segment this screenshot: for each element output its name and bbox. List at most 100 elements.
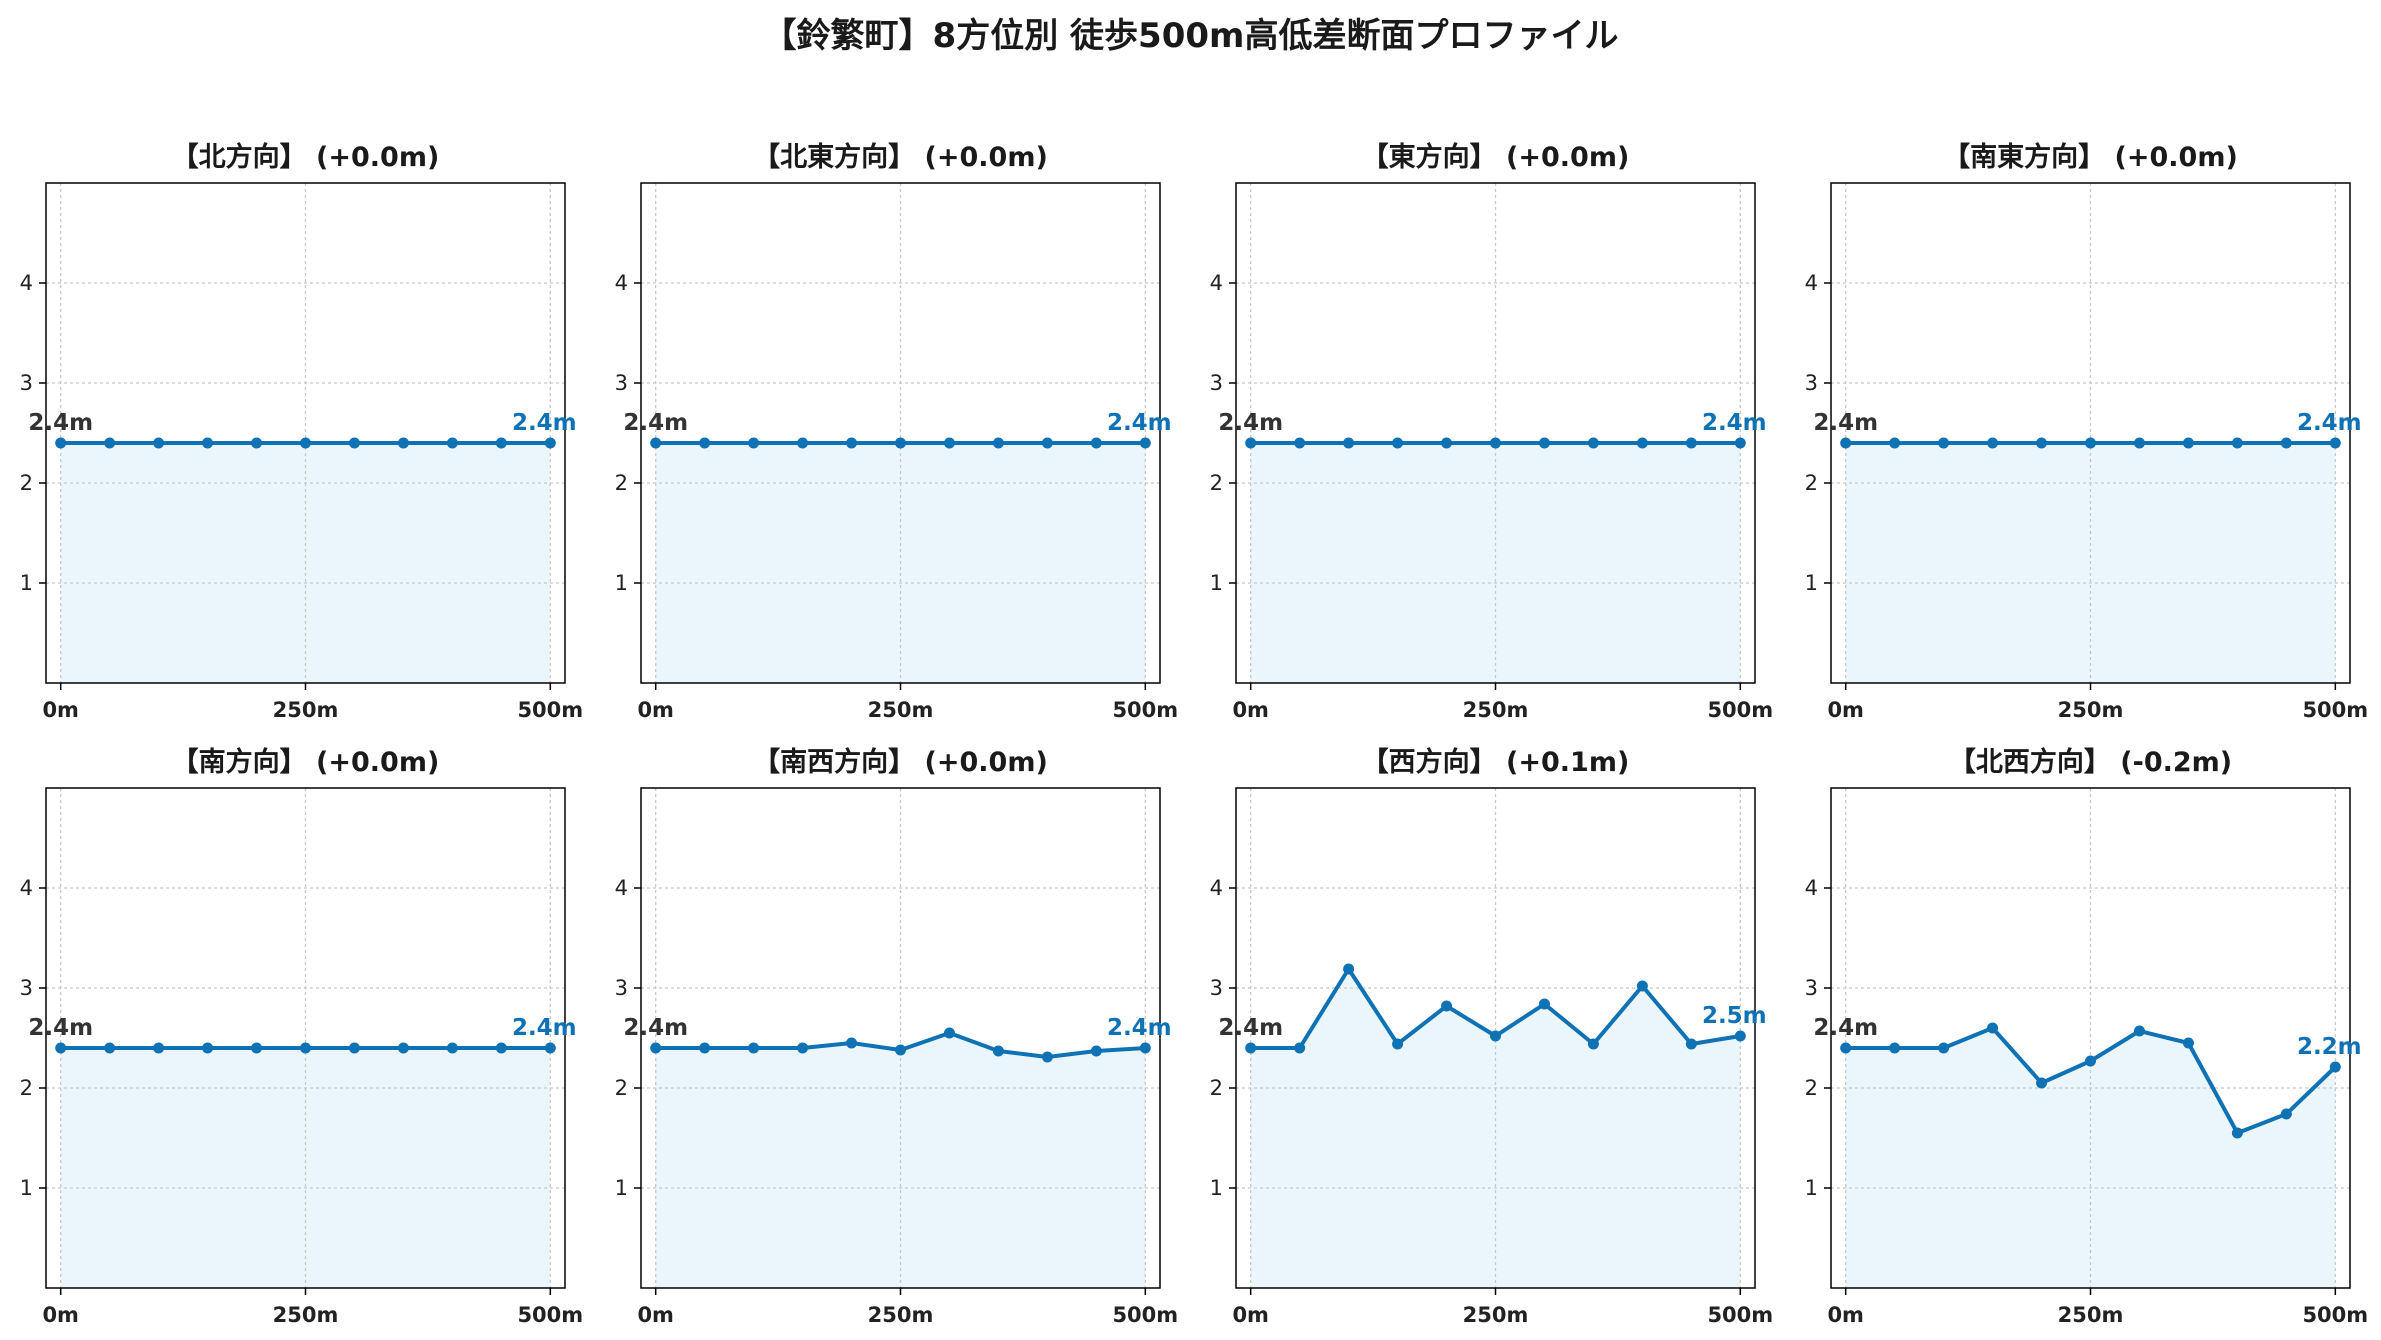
- figure-title: 【鈴繁町】8方位別 徒歩500m高低差断面プロファイル: [762, 16, 1619, 56]
- x-tick-label: 500m: [1707, 698, 1773, 722]
- data-point: [1041, 437, 1053, 449]
- data-point: [104, 437, 116, 449]
- data-point: [748, 1042, 760, 1054]
- data-point: [2085, 437, 2096, 449]
- data-point: [797, 1042, 809, 1054]
- data-point: [2182, 437, 2194, 449]
- subplot-3: 【南東方向】 (+0.0m) 1 2 3 4 0m 250m 500m 2.4m 2.4m: [1805, 141, 2369, 722]
- y-tick-label: 3: [1805, 976, 1818, 1000]
- x-tick-label: 500m: [1112, 1303, 1178, 1327]
- start-elevation-label: 2.4m: [1218, 410, 1283, 436]
- x-tick-label: 0m: [1232, 1303, 1269, 1327]
- y-tick-label: 1: [1805, 1176, 1818, 1200]
- data-point: [1490, 1030, 1501, 1042]
- data-point: [1090, 1045, 1102, 1057]
- data-point: [1294, 437, 1306, 449]
- x-tick-label: 500m: [1707, 1303, 1773, 1327]
- data-point: [943, 1027, 955, 1039]
- end-elevation-label: 2.4m: [2297, 410, 2362, 436]
- x-tick-label: 0m: [1827, 1303, 1864, 1327]
- subplot-title: 【西方向】 (+0.1m): [1362, 746, 1630, 778]
- data-point: [1245, 1042, 1257, 1054]
- y-tick-label: 2: [1210, 471, 1223, 495]
- data-point: [2329, 1061, 2341, 1073]
- x-tick-label: 250m: [2058, 698, 2124, 722]
- subplot-6: 【西方向】 (+0.1m) 1 2 3 4 0m 250m 500m 2.4m 2.5m: [1210, 746, 1774, 1327]
- y-tick-label: 2: [615, 471, 628, 495]
- data-point: [1343, 437, 1355, 449]
- data-point: [2036, 1077, 2048, 1089]
- subplot-title: 【南西方向】 (+0.0m): [753, 746, 1048, 778]
- data-point: [1538, 437, 1550, 449]
- subplot-title: 【南方向】 (+0.0m): [172, 746, 440, 778]
- data-point: [1538, 998, 1550, 1010]
- subplot-1: 【北東方向】 (+0.0m) 1 2 3 4 0m 250m 500m 2.4m 2.4m: [615, 141, 1179, 722]
- x-tick-label: 0m: [1232, 698, 1269, 722]
- start-elevation-label: 2.4m: [623, 410, 688, 436]
- data-point: [104, 1042, 116, 1054]
- start-elevation-label: 2.4m: [1813, 1015, 1878, 1041]
- x-tick-label: 500m: [2302, 1303, 2368, 1327]
- x-tick-label: 250m: [868, 1303, 934, 1327]
- x-tick-label: 0m: [637, 1303, 674, 1327]
- data-point: [895, 1044, 906, 1056]
- subplot-5: 【南西方向】 (+0.0m) 1 2 3 4 0m 250m 500m 2.4m 2.4m: [615, 746, 1179, 1327]
- y-tick-label: 2: [20, 471, 33, 495]
- data-point: [1685, 1038, 1697, 1050]
- y-tick-label: 1: [20, 1176, 33, 1200]
- data-point: [1636, 437, 1648, 449]
- data-point: [797, 437, 809, 449]
- data-point: [895, 437, 906, 449]
- data-point: [2182, 1037, 2194, 1049]
- start-elevation-label: 2.4m: [1218, 1015, 1283, 1041]
- data-point: [2231, 437, 2243, 449]
- y-tick-label: 1: [1210, 1176, 1223, 1200]
- y-tick-label: 3: [1805, 371, 1818, 395]
- data-point: [846, 437, 858, 449]
- data-point: [397, 437, 409, 449]
- area-fill: [1845, 1028, 2336, 1288]
- x-tick-label: 250m: [2058, 1303, 2124, 1327]
- subplot-2: 【東方向】 (+0.0m) 1 2 3 4 0m 250m 500m 2.4m 2.4m: [1210, 141, 1774, 722]
- data-point: [1889, 437, 1901, 449]
- data-point: [1343, 963, 1355, 975]
- data-point: [1889, 1042, 1901, 1054]
- data-point: [1987, 1022, 1999, 1034]
- y-tick-label: 2: [615, 1076, 628, 1100]
- x-tick-label: 250m: [273, 1303, 339, 1327]
- data-point: [1987, 437, 1999, 449]
- data-point: [544, 1042, 556, 1054]
- y-tick-label: 4: [1210, 876, 1223, 900]
- data-point: [153, 437, 165, 449]
- y-tick-label: 3: [615, 371, 628, 395]
- data-point: [1840, 437, 1852, 449]
- data-point: [251, 1042, 263, 1054]
- subplot-title: 【北東方向】 (+0.0m): [753, 141, 1048, 173]
- subplot-title: 【南東方向】 (+0.0m): [1943, 141, 2238, 173]
- data-point: [1090, 437, 1102, 449]
- y-tick-label: 3: [20, 976, 33, 1000]
- y-tick-label: 4: [1805, 271, 1818, 295]
- data-point: [1938, 437, 1950, 449]
- end-elevation-label: 2.2m: [2297, 1034, 2362, 1060]
- y-tick-label: 2: [20, 1076, 33, 1100]
- x-tick-label: 250m: [1463, 698, 1529, 722]
- data-point: [699, 437, 711, 449]
- data-point: [348, 437, 360, 449]
- subplot-title: 【東方向】 (+0.0m): [1362, 141, 1630, 173]
- end-elevation-label: 2.4m: [512, 410, 577, 436]
- data-point: [1490, 437, 1501, 449]
- subplot-title: 【北西方向】 (-0.2m): [1949, 746, 2232, 778]
- data-point: [2329, 437, 2341, 449]
- data-point: [300, 437, 311, 449]
- data-point: [1840, 1042, 1852, 1054]
- y-tick-label: 3: [20, 371, 33, 395]
- y-tick-label: 4: [615, 271, 628, 295]
- y-tick-label: 3: [1210, 371, 1223, 395]
- data-point: [846, 1037, 858, 1049]
- x-tick-label: 500m: [1112, 698, 1178, 722]
- data-point: [2133, 437, 2145, 449]
- x-tick-label: 0m: [42, 698, 79, 722]
- end-elevation-label: 2.4m: [1702, 410, 1767, 436]
